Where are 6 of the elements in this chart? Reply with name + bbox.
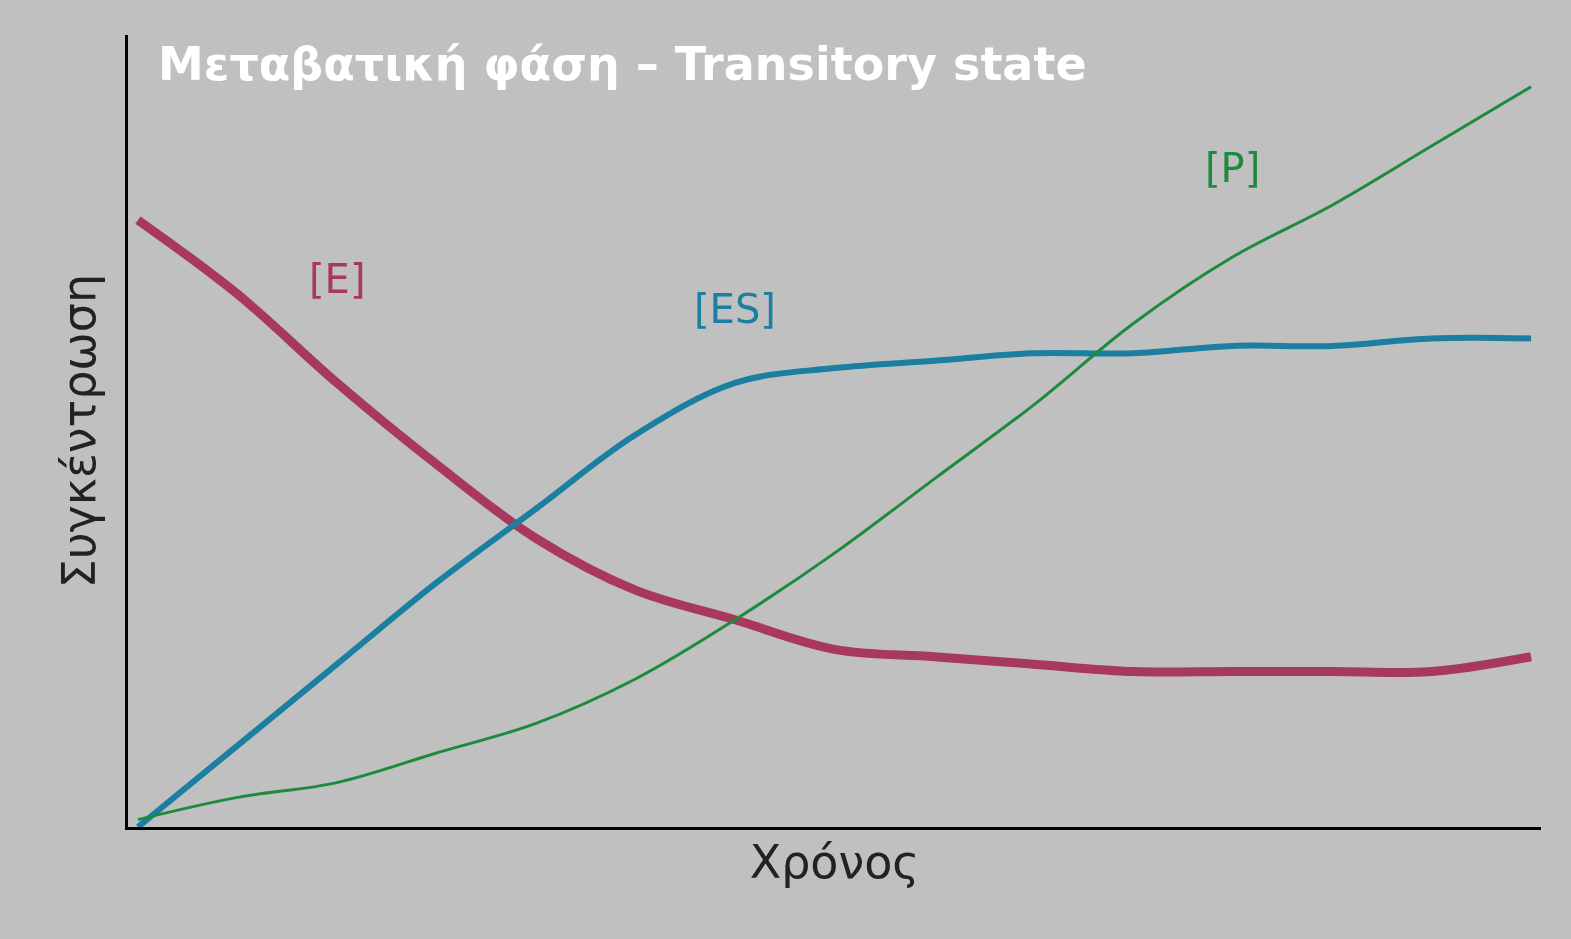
x-axis-title: Χρόνος xyxy=(749,835,920,890)
series-label: [ES] xyxy=(694,286,776,332)
series-label: [P] xyxy=(1205,145,1261,191)
chart-title: Μεταβατική φάση – Transitory state xyxy=(158,37,1087,91)
y-axis-title: Συγκέντρωση xyxy=(52,273,107,589)
series-label: [E] xyxy=(309,256,366,302)
